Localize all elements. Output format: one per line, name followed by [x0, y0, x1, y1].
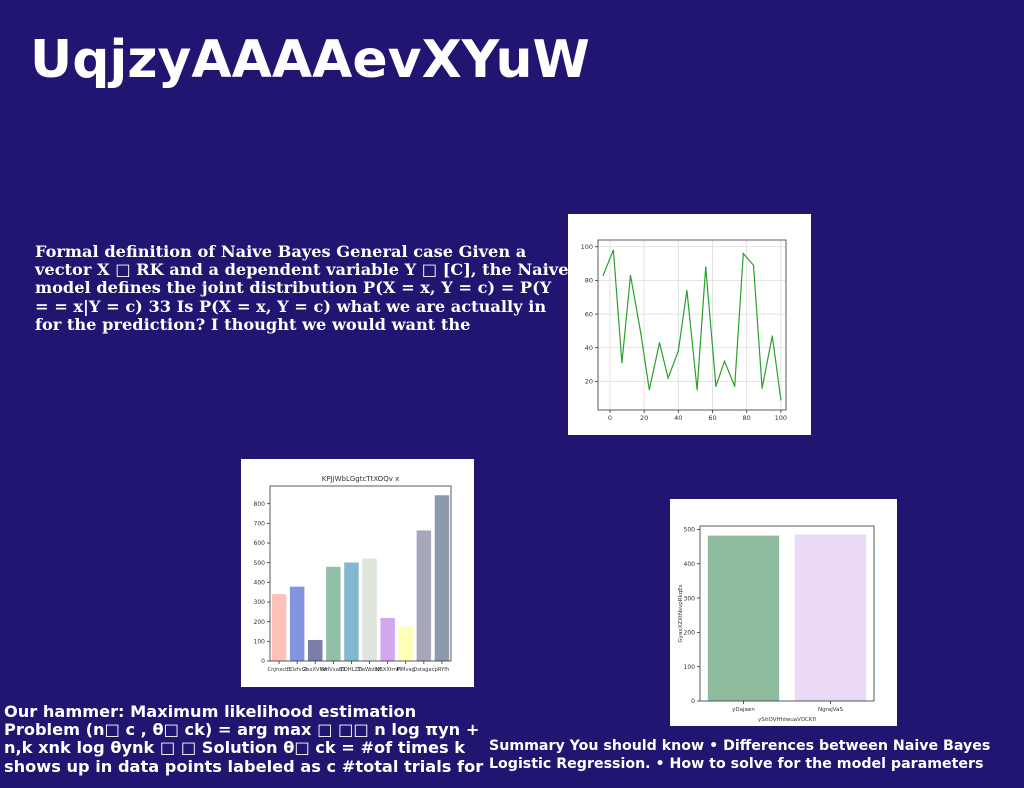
y-tick-label: 80: [585, 277, 593, 285]
y-tick-label: 200: [254, 619, 266, 626]
line-point: [648, 389, 650, 391]
y-tick-label: 600: [254, 540, 266, 547]
plot-frame: [699, 525, 875, 702]
line-point: [696, 389, 698, 391]
x-tick-label: pRYfh: [435, 667, 450, 673]
x-tick-label: yDajaen: [732, 707, 755, 713]
line-point: [752, 264, 755, 266]
y-tick-label: 500: [254, 560, 266, 567]
line-point: [658, 342, 661, 344]
y-tick-label: 200: [684, 630, 696, 637]
y-tick-label: 100: [581, 243, 593, 251]
x-tick-label: 20: [640, 414, 648, 422]
y-axis-label: GyaxXZXtNsvpRkqEs: [678, 584, 684, 642]
x-tick-label: 80: [743, 414, 751, 422]
body-text: Formal definition of Naive Bayes General…: [35, 242, 569, 334]
y-tick-label: 500: [684, 527, 696, 534]
bar: [362, 558, 377, 661]
x-tick-label: Dstagac: [413, 667, 434, 673]
line-series: [602, 249, 782, 400]
bar: [380, 617, 395, 661]
y-tick-label: 400: [254, 580, 266, 587]
x-tick-label: ZDHLZTr: [340, 667, 363, 673]
line-point: [677, 350, 679, 352]
plot-frame: [597, 239, 787, 411]
x-tick-label: ixHVxaBX: [321, 667, 347, 673]
bar: [794, 534, 867, 701]
bar-chart: KPJjWbLGgtcTtXOQv x 0 100 200 300 400 500 600 70…: [241, 459, 474, 687]
plot-frame: [269, 485, 452, 662]
bar: [398, 626, 413, 661]
bar: [326, 566, 341, 661]
y-tick-label: 0: [261, 658, 265, 665]
y-tick-label: 60: [585, 310, 593, 318]
second-bar-chart: 0 100 200 300 400 500 yDajaen NgrajVaS ySitOVHhI…: [670, 499, 897, 726]
line-point: [612, 249, 614, 251]
line-point: [621, 362, 623, 364]
x-tick-label: DaWoibX: [358, 667, 382, 673]
second-bar-chart-svg: 0 100 200 300 400 500 yDajaen NgrajVaSySitOVHhI…: [678, 525, 875, 723]
y-tick-label: 100: [254, 639, 266, 646]
bar: [416, 530, 432, 661]
line-point: [734, 385, 736, 388]
x-tick-label: MMvag: [397, 667, 416, 673]
x-tick-label: CnJnxcitt: [268, 667, 291, 673]
bar-chart-svg: KPJjWbLGgtcTtXOQv x 0 100 200 300 400 500 600 70…: [254, 475, 452, 673]
bar: [289, 586, 305, 661]
summary-text: Summary You should know • Differences be…: [489, 738, 991, 773]
x-tick-label: 60: [708, 414, 716, 422]
y-tick-label: 0: [691, 698, 695, 705]
y-tick-label: 700: [254, 521, 266, 528]
line-point: [629, 274, 632, 276]
line-point: [640, 331, 642, 334]
x-tick-label: 40: [674, 414, 682, 422]
y-tick-label: 400: [684, 561, 696, 568]
line-chart: 0 20 40 60 80 100 20 40 60 80 100: [568, 214, 811, 435]
x-axis-label: ySitOVHhIwuaVOCKfl: [758, 717, 816, 723]
y-tick-label: 300: [684, 595, 696, 602]
y-tick-label: 100: [684, 664, 696, 671]
x-tick-label: NgrajVaS: [818, 707, 843, 713]
line-point: [602, 274, 604, 276]
y-tick-label: 20: [585, 378, 593, 386]
line-point: [667, 377, 669, 379]
bar: [344, 562, 359, 661]
x-tick-label: 100: [775, 414, 787, 422]
x-tick-label: ZsxXVMA: [303, 667, 328, 673]
bar: [308, 639, 323, 661]
chart-title: KPJjWbLGgtcTtXOQv x: [322, 475, 399, 483]
line-point: [742, 252, 744, 255]
line-point: [761, 387, 763, 389]
bar: [271, 594, 287, 661]
x-tick-label: CDzfvGt: [287, 667, 308, 673]
line-point: [771, 335, 773, 337]
line-chart-svg: 0 20 40 60 80 100 20 40 60 80 100: [581, 239, 787, 422]
bottom-left-text: Our hammer: Maximum likelihood estimatio…: [4, 702, 484, 776]
bar: [707, 535, 780, 701]
line-point: [705, 266, 707, 268]
line-point: [686, 289, 688, 292]
bar: [434, 495, 450, 661]
slide-title: UqjzyAAAAevXYuW: [30, 30, 590, 90]
x-tick-label: NBXXtmF: [375, 667, 400, 673]
line-point: [715, 385, 717, 388]
line-point: [780, 399, 782, 401]
y-tick-label: 800: [254, 501, 266, 508]
line-point: [723, 360, 726, 362]
y-tick-label: 300: [254, 599, 266, 606]
x-tick-label: 0: [608, 414, 612, 422]
y-tick-label: 40: [585, 344, 593, 352]
